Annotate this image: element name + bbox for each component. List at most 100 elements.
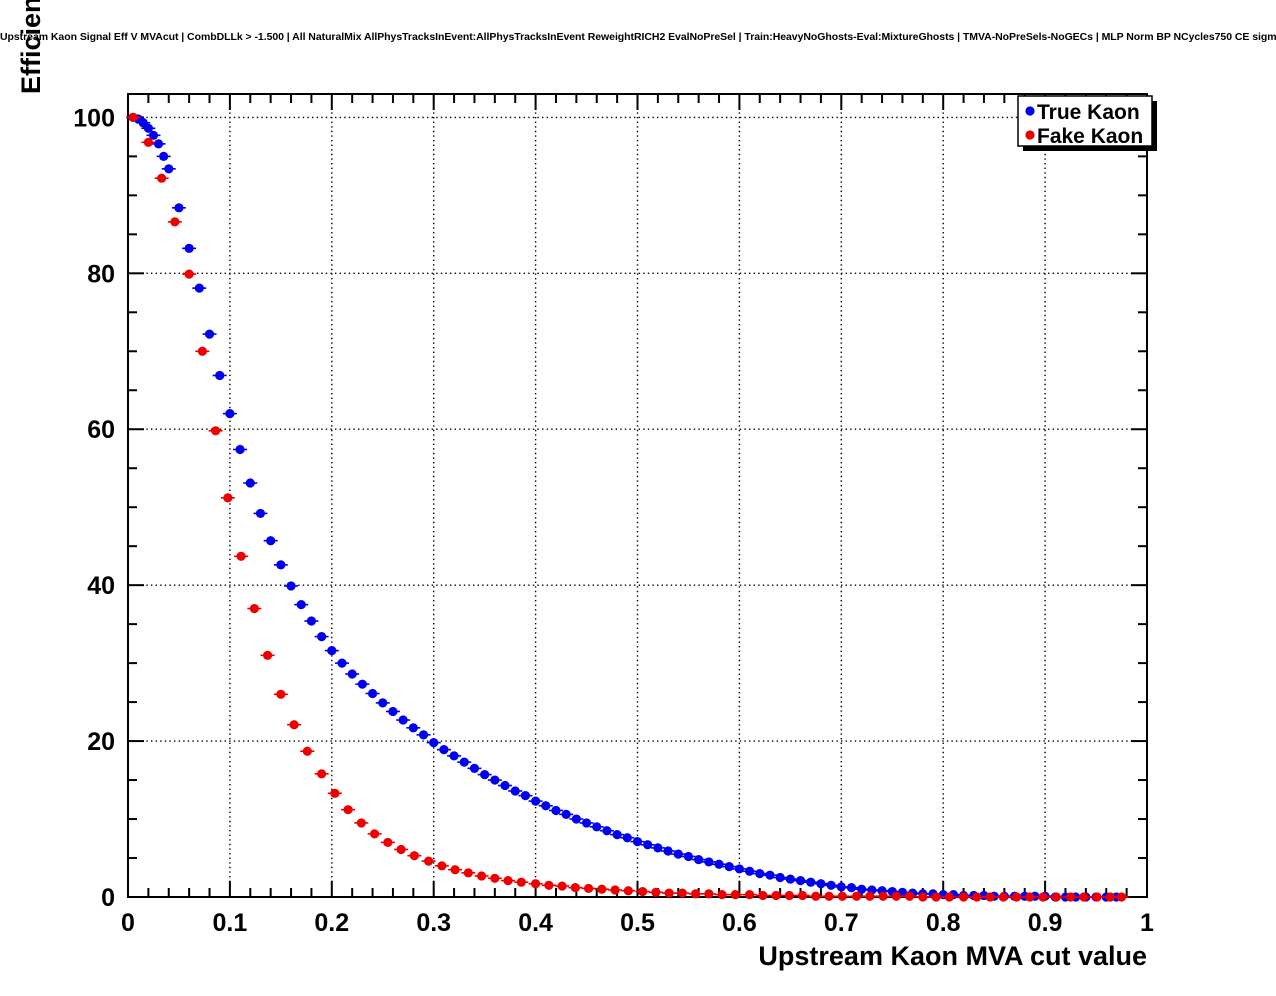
grid-lines: [128, 94, 1147, 897]
data-point-marker: [673, 849, 683, 859]
data-point-marker: [437, 861, 447, 871]
data-point-marker: [570, 883, 580, 893]
data-point-marker: [503, 876, 513, 886]
data-point-marker: [439, 745, 449, 755]
data-point-marker: [235, 444, 245, 455]
data-point-marker: [826, 880, 836, 890]
data-point-marker: [811, 891, 821, 901]
data-point-marker: [622, 833, 632, 843]
data-point-marker: [449, 751, 459, 761]
data-point-marker: [450, 865, 460, 875]
data-point-marker: [714, 859, 724, 869]
data-point-marker: [602, 826, 612, 836]
data-point-marker: [931, 892, 941, 902]
data-point-marker: [734, 864, 745, 874]
data-point-marker: [490, 775, 500, 785]
data-point-marker: [153, 139, 164, 149]
data-point-marker: [972, 892, 982, 902]
data-point-marker: [824, 891, 834, 901]
data-point-marker: [851, 891, 862, 901]
data-point-marker: [223, 493, 233, 503]
data-point-marker: [164, 164, 174, 174]
data-point-marker: [286, 581, 296, 591]
data-point-marker: [245, 478, 255, 488]
y-tick-label: 20: [87, 728, 115, 756]
data-point-marker: [408, 723, 418, 733]
x-tick-label: 1: [1140, 909, 1154, 937]
y-tick-label: 60: [87, 416, 115, 444]
data-point-marker: [236, 551, 246, 561]
data-point-marker: [480, 770, 490, 780]
data-point-marker: [148, 130, 159, 140]
data-point-marker: [755, 869, 765, 879]
data-point-marker: [998, 892, 1008, 902]
data-point-marker: [330, 788, 340, 798]
data-point-marker: [744, 890, 755, 900]
data-point-marker: [424, 856, 434, 866]
data-point-marker: [343, 805, 353, 815]
data-point-marker: [1051, 892, 1061, 902]
data-point-marker: [891, 891, 901, 901]
data-point-marker: [356, 818, 366, 828]
data-point-marker: [653, 843, 663, 853]
data-point-marker: [758, 890, 768, 901]
data-point-marker: [632, 837, 643, 847]
data-point-marker: [388, 706, 398, 717]
data-point-marker: [544, 880, 554, 890]
x-tick-label: 0: [121, 909, 135, 937]
x-tick-label: 0.5: [620, 909, 655, 937]
legend-marker-fake-kaon: [1025, 130, 1035, 140]
data-point-marker: [429, 738, 439, 748]
data-point-marker: [610, 885, 620, 895]
data-point-marker: [836, 882, 846, 892]
data-point-marker: [1092, 892, 1102, 902]
data-point-marker: [551, 805, 561, 816]
data-point-marker: [583, 883, 594, 894]
y-axis-title: Efficiency / %: [16, 0, 46, 94]
x-tick-label: 0.3: [416, 909, 451, 937]
data-point-marker: [170, 217, 180, 227]
data-point-marker: [459, 757, 469, 767]
data-point-marker: [369, 829, 380, 839]
data-point-marker: [612, 830, 622, 840]
data-point-marker: [816, 879, 826, 889]
x-tick-label: 0.1: [213, 909, 248, 937]
data-point-marker: [643, 840, 653, 850]
data-point-marker: [398, 715, 408, 725]
data-point-marker: [704, 857, 714, 867]
legend-label-true-kaon[interactable]: True Kaon: [1037, 101, 1140, 124]
x-tick-label: 0.8: [926, 909, 961, 937]
data-point-marker: [717, 890, 727, 900]
data-point-marker: [396, 844, 406, 855]
data-point-marker: [174, 203, 184, 213]
x-tick-labels: 0 0.1 0.2 0.3 0.4 0.5 0.6 0.7 0.8 0.9 1: [121, 909, 1154, 937]
data-point-marker: [143, 123, 153, 133]
data-point-marker: [541, 801, 551, 811]
data-series-layer: [126, 112, 1129, 902]
data-point-marker: [296, 600, 306, 610]
data-point-marker: [302, 746, 312, 756]
data-point-marker: [367, 688, 378, 699]
data-point-marker: [795, 876, 806, 886]
data-point-marker: [623, 886, 633, 896]
x-tick-label: 0.4: [518, 909, 553, 937]
data-point-marker: [637, 886, 648, 897]
data-point-marker: [958, 892, 969, 902]
data-point-marker: [327, 646, 337, 656]
data-point-marker: [1116, 892, 1127, 902]
data-point-marker: [383, 837, 393, 848]
data-point-marker: [255, 508, 266, 519]
data-point-marker: [592, 822, 602, 832]
data-point-marker: [500, 780, 510, 791]
data-point-marker: [785, 874, 795, 884]
data-point-marker: [128, 112, 138, 122]
series-true-kaon: [126, 112, 1124, 902]
data-point-marker: [690, 889, 701, 899]
legend-label-fake-kaon[interactable]: Fake Kaon: [1037, 125, 1143, 148]
data-point-marker: [944, 892, 954, 902]
data-point-marker: [1025, 892, 1035, 902]
data-point-marker: [184, 269, 194, 279]
